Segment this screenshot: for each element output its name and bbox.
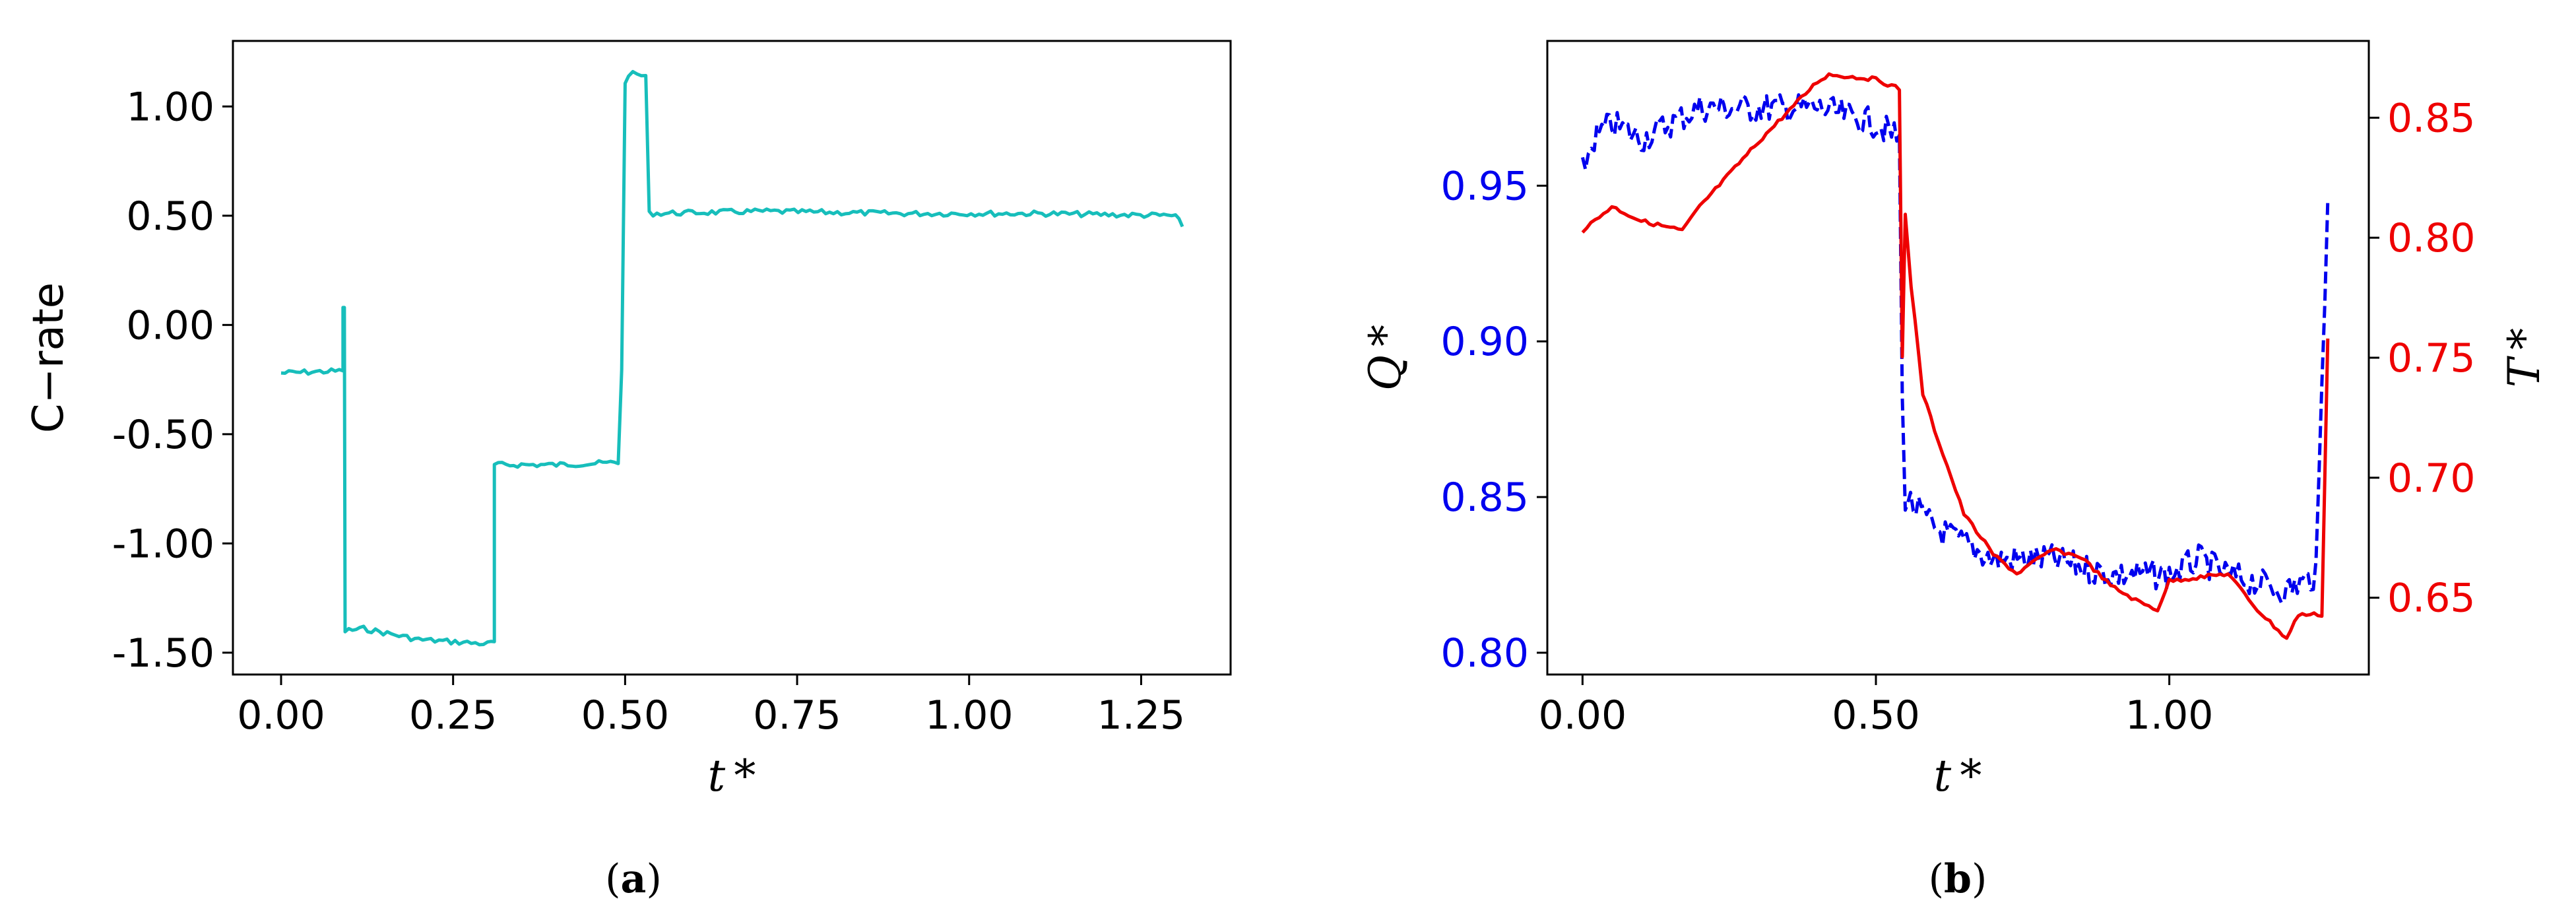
panel-b-left-y-ticks: 0.80 0.85 0.90 0.95 (1440, 163, 1547, 676)
panel-b-x-ticks: 0.00 0.50 1.00 (1539, 675, 2214, 739)
panel-b-left-y-axis-label: Q * (1360, 325, 1411, 391)
panel-a-series-line (280, 70, 1184, 647)
panel-b-right-y-tick-label: 0.85 (2387, 95, 2476, 141)
panel-b-series-layer (1580, 72, 2330, 640)
panel-a-chart: 0.00 0.25 0.50 0.75 1.00 1.25 -1.50 -1.00 -0.50… (24, 40, 1232, 801)
panel-a-x-tick-label: 0.00 (237, 692, 325, 739)
panel-a-x-tick-label: 1.00 (925, 692, 1014, 739)
caption-a: (a) (605, 856, 662, 902)
panel-a-x-tick-label: 0.50 (581, 692, 670, 739)
panel-a-y-axis-label: C−rate (24, 282, 73, 433)
panel-b-x-tick-label: 1.00 (2125, 692, 2214, 739)
panel-b-t-series-line (1581, 72, 2330, 640)
panel-b-q-series-line (1580, 93, 2330, 605)
panel-a-x-tick-label: 0.25 (409, 692, 498, 739)
panel-b-right-y-ticks: 0.65 0.70 0.75 0.80 0.85 (2369, 95, 2476, 622)
panel-b-right-y-tick-label: 0.80 (2387, 215, 2476, 261)
panel-a-series-layer (280, 70, 1184, 647)
panel-a-y-tick-label: 1.00 (126, 84, 214, 130)
panel-b-x-tick-label: 0.50 (1832, 692, 1920, 739)
panel-b-x-tick-label: 0.00 (1539, 692, 1627, 739)
panel-a-y-ticks: -1.50 -1.00 -0.50 0.00 0.50 1.00 (112, 84, 233, 676)
panel-a-x-tick-label: 1.25 (1097, 692, 1186, 739)
panel-b-left-y-tick-label: 0.95 (1440, 163, 1529, 209)
panel-a-y-tick-label: 0.50 (126, 193, 214, 240)
panel-a-plot-frame (232, 40, 1232, 676)
panel-b-left-y-tick-label: 0.85 (1440, 475, 1529, 521)
panel-a-x-axis-label: t * (708, 750, 756, 801)
panel-b-left-y-tick-label: 0.90 (1440, 319, 1529, 365)
panel-a-x-tick-label: 0.75 (753, 692, 841, 739)
panel-b-right-y-tick-label: 0.65 (2387, 576, 2476, 622)
panel-b-left-y-tick-label: 0.80 (1440, 630, 1529, 676)
caption-b: (b) (1929, 856, 1987, 902)
panel-b-right-y-tick-label: 0.75 (2387, 335, 2476, 381)
panel-b-x-axis-label: t * (1934, 750, 1982, 801)
panel-b-right-y-axis-label: T * (2499, 328, 2550, 387)
panel-a-x-ticks: 0.00 0.25 0.50 0.75 1.00 1.25 (237, 675, 1185, 739)
panel-a-y-tick-label: 0.00 (126, 302, 214, 348)
panel-b-chart: 0.00 0.50 1.00 0.800.850.900.95 0.650.700.… (1360, 40, 2550, 801)
panel-a-y-tick-label: -1.50 (112, 630, 214, 676)
panel-a-y-tick-label: -1.00 (112, 521, 214, 567)
panel-b-right-y-tick-label: 0.70 (2387, 455, 2476, 502)
panel-a-y-tick-label: -0.50 (112, 412, 214, 458)
